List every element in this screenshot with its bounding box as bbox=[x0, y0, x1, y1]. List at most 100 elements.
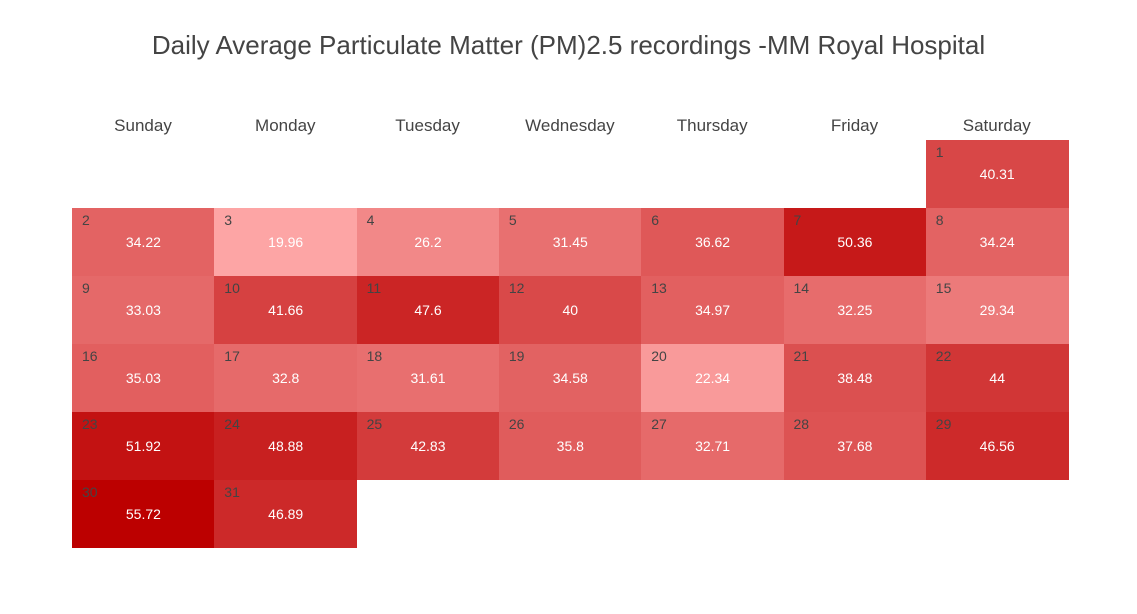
heatmap-cell: 25 42.83 bbox=[356, 412, 500, 480]
cell-value-label: 36.62 bbox=[695, 234, 731, 250]
day-number-label: 14 bbox=[793, 280, 810, 296]
day-number-label: 30 bbox=[82, 484, 98, 500]
day-number-label: 20 bbox=[651, 348, 667, 364]
heatmap-cell: 4 26.2 bbox=[356, 208, 500, 276]
day-number-label: 27 bbox=[651, 416, 667, 432]
cell-value-label: 19.96 bbox=[268, 234, 304, 250]
cell-value-label: 48.88 bbox=[268, 438, 304, 454]
heatmap-cell: 26 35.8 bbox=[498, 412, 642, 480]
cell-value-label: 34.24 bbox=[979, 234, 1015, 250]
cell-value-label: 32.25 bbox=[837, 302, 873, 318]
day-number-label: 16 bbox=[82, 348, 98, 364]
day-number-label: 4 bbox=[366, 212, 375, 228]
day-number-label: 11 bbox=[366, 280, 382, 296]
cell-value-label: 22.34 bbox=[695, 370, 731, 386]
cell-value-label: 50.36 bbox=[837, 234, 873, 250]
day-number-label: 15 bbox=[935, 280, 952, 296]
cell-value-label: 35.8 bbox=[556, 438, 584, 454]
cell-value-label: 32.71 bbox=[695, 438, 731, 454]
heatmap-cell: 30 55.72 bbox=[72, 480, 215, 548]
cell-value-label: 26.2 bbox=[414, 234, 442, 250]
cell-value-label: 29.34 bbox=[979, 302, 1015, 318]
cell-value-label: 31.45 bbox=[552, 234, 588, 250]
cell-value-label: 47.6 bbox=[414, 302, 442, 318]
day-number-label: 18 bbox=[366, 348, 383, 364]
weekday-header-saturday: Saturday bbox=[962, 116, 1031, 135]
heatmap-cell: 6 36.62 bbox=[641, 208, 784, 276]
cell-value-label: 44 bbox=[989, 370, 1005, 386]
day-number-label: 19 bbox=[508, 348, 525, 364]
day-number-label: 2 bbox=[82, 212, 90, 228]
heatmap-cell: 1 40.31 bbox=[925, 140, 1069, 208]
cell-value-label: 35.03 bbox=[125, 370, 161, 386]
cell-value-label: 33.03 bbox=[125, 302, 161, 318]
heatmap-cell: 12 40 bbox=[498, 276, 642, 344]
heatmap-cell: 8 34.24 bbox=[925, 208, 1069, 276]
cell-value-label: 46.89 bbox=[268, 506, 304, 522]
weekday-header-thursday: Thursday bbox=[676, 116, 748, 135]
day-number-label: 21 bbox=[793, 348, 810, 364]
cell-value-label: 34.58 bbox=[552, 370, 588, 386]
heatmap-cell: 13 34.97 bbox=[641, 276, 784, 344]
heatmap-cell: 11 47.6 bbox=[356, 276, 500, 344]
cell-value-label: 34.22 bbox=[125, 234, 161, 250]
heatmap-cell: 21 38.48 bbox=[783, 344, 927, 412]
day-number-label: 23 bbox=[82, 416, 98, 432]
day-number-label: 5 bbox=[508, 212, 517, 228]
day-number-label: 10 bbox=[224, 280, 240, 296]
day-number-label: 25 bbox=[366, 416, 383, 432]
heatmap-cell: 19 34.58 bbox=[498, 344, 642, 412]
day-number-label: 28 bbox=[793, 416, 810, 432]
heatmap-cell: 27 32.71 bbox=[641, 412, 784, 480]
heatmap-cell: 7 50.36 bbox=[783, 208, 927, 276]
heatmap-cell: 18 31.61 bbox=[356, 344, 500, 412]
day-number-label: 7 bbox=[793, 212, 802, 228]
day-number-label: 12 bbox=[508, 280, 525, 296]
weekday-header-monday: Monday bbox=[255, 116, 316, 135]
heatmap-cell: 10 41.66 bbox=[214, 276, 358, 344]
day-number-label: 8 bbox=[935, 212, 944, 228]
cell-value-label: 40 bbox=[562, 302, 579, 318]
weekday-header-friday: Friday bbox=[830, 116, 879, 135]
heatmap-cell: 17 32.8 bbox=[214, 344, 358, 412]
cell-value-label: 41.66 bbox=[268, 302, 304, 318]
day-number-label: 3 bbox=[224, 212, 233, 228]
day-number-label: 24 bbox=[224, 416, 240, 432]
cell-value-label: 55.72 bbox=[125, 506, 161, 522]
heatmap-cell: 9 33.03 bbox=[72, 276, 215, 344]
heatmap-cell: 20 22.34 bbox=[641, 344, 784, 412]
cell-value-label: 40.31 bbox=[979, 166, 1015, 182]
weekday-header-wednesday: Wednesday bbox=[525, 116, 615, 135]
day-number-label: 6 bbox=[651, 212, 659, 228]
heatmap-cell: 31 46.89 bbox=[214, 480, 358, 548]
heatmap-cell: 3 19.96 bbox=[214, 208, 358, 276]
day-number-label: 31 bbox=[224, 484, 240, 500]
day-number-label: 26 bbox=[508, 416, 525, 432]
heatmap-cell: 16 35.03 bbox=[72, 344, 215, 412]
day-number-label: 29 bbox=[935, 416, 952, 432]
cell-value-label: 31.61 bbox=[410, 370, 446, 386]
heatmap-cell: 14 32.25 bbox=[783, 276, 927, 344]
day-number-label: 17 bbox=[224, 348, 240, 364]
heatmap-cell: 23 51.92 bbox=[72, 412, 215, 480]
cell-value-label: 38.48 bbox=[837, 370, 873, 386]
heatmap-cell: 24 48.88 bbox=[214, 412, 358, 480]
day-number-label: 1 bbox=[935, 144, 944, 160]
chart-title: Daily Average Particulate Matter (PM)2.5… bbox=[151, 30, 986, 60]
day-number-label: 13 bbox=[651, 280, 667, 296]
heatmap-cell: 15 29.34 bbox=[925, 276, 1069, 344]
heatmap-cell: 22 44 bbox=[925, 344, 1069, 412]
day-number-label: 9 bbox=[82, 280, 90, 296]
cell-value-label: 46.56 bbox=[979, 438, 1015, 454]
cell-value-label: 42.83 bbox=[410, 438, 446, 454]
heatmap-cell: 28 37.68 bbox=[783, 412, 927, 480]
weekday-header-tuesday: Tuesday bbox=[395, 116, 460, 135]
heatmap-cell: 5 31.45 bbox=[498, 208, 642, 276]
heatmap-cell: 29 46.56 bbox=[925, 412, 1069, 480]
cell-value-label: 51.92 bbox=[125, 438, 161, 454]
day-number-label: 22 bbox=[935, 348, 952, 364]
weekday-header-sunday: Sunday bbox=[114, 116, 172, 135]
cell-value-label: 37.68 bbox=[837, 438, 873, 454]
cell-value-label: 34.97 bbox=[695, 302, 731, 318]
heatmap-cell: 2 34.22 bbox=[72, 208, 215, 276]
